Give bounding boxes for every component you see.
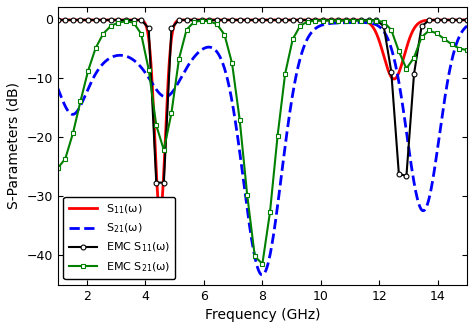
EMC S$_{21}$(ω) bbox=[207, 19, 212, 23]
S$_{11}$(ω) bbox=[55, 18, 61, 22]
EMC S$_{21}$(ω) bbox=[100, 32, 106, 36]
EMC S$_{21}$(ω) bbox=[131, 21, 137, 25]
S$_{11}$(ω) bbox=[464, 18, 470, 22]
EMC S$_{11}$(ω) bbox=[456, 18, 462, 22]
EMC S$_{11}$(ω) bbox=[55, 18, 61, 22]
S$_{21}$(ω) bbox=[356, 20, 362, 24]
S$_{21}$(ω) bbox=[126, 55, 132, 59]
EMC S$_{21}$(ω) bbox=[434, 32, 439, 36]
S$_{11}$(ω) bbox=[212, 18, 218, 22]
EMC S$_{21}$(ω) bbox=[260, 262, 265, 266]
S$_{21}$(ω) bbox=[456, 35, 462, 39]
S$_{11}$(ω) bbox=[456, 18, 462, 22]
Line: EMC S$_{21}$(ω): EMC S$_{21}$(ω) bbox=[55, 18, 469, 266]
S$_{11}$(ω) bbox=[412, 25, 418, 29]
EMC S$_{21}$(ω) bbox=[343, 18, 348, 22]
S$_{21}$(ω) bbox=[101, 60, 107, 64]
EMC S$_{21}$(ω) bbox=[154, 123, 159, 127]
S$_{21}$(ω) bbox=[259, 273, 265, 277]
EMC S$_{11}$(ω) bbox=[464, 18, 470, 22]
Line: S$_{11}$(ω): S$_{11}$(ω) bbox=[58, 20, 467, 215]
EMC S$_{11}$(ω) bbox=[154, 181, 159, 185]
EMC S$_{11}$(ω) bbox=[131, 18, 137, 22]
S$_{11}$(ω) bbox=[157, 213, 163, 217]
Line: EMC S$_{11}$(ω): EMC S$_{11}$(ω) bbox=[55, 17, 469, 185]
S$_{21}$(ω) bbox=[464, 24, 470, 28]
S$_{11}$(ω) bbox=[230, 18, 236, 22]
EMC S$_{21}$(ω) bbox=[55, 166, 61, 170]
EMC S$_{21}$(ω) bbox=[456, 47, 462, 51]
X-axis label: Frequency (GHz): Frequency (GHz) bbox=[205, 308, 320, 322]
S$_{21}$(ω) bbox=[412, 187, 418, 191]
Y-axis label: S-Parameters (dB): S-Parameters (dB) bbox=[7, 82, 21, 209]
EMC S$_{11}$(ω) bbox=[100, 18, 106, 22]
S$_{21}$(ω) bbox=[212, 47, 218, 51]
Legend: S$_{11}$(ω), S$_{21}$(ω), EMC S$_{11}$(ω), EMC S$_{21}$(ω): S$_{11}$(ω), S$_{21}$(ω), EMC S$_{11}$(ω… bbox=[64, 197, 175, 279]
S$_{21}$(ω) bbox=[55, 86, 61, 90]
S$_{21}$(ω) bbox=[229, 102, 235, 106]
EMC S$_{11}$(ω) bbox=[161, 181, 167, 185]
S$_{11}$(ω) bbox=[101, 18, 107, 22]
Line: S$_{21}$(ω): S$_{21}$(ω) bbox=[58, 22, 467, 275]
EMC S$_{11}$(ω) bbox=[426, 18, 432, 22]
EMC S$_{11}$(ω) bbox=[214, 18, 220, 22]
S$_{11}$(ω) bbox=[126, 18, 132, 22]
EMC S$_{21}$(ω) bbox=[464, 48, 470, 52]
